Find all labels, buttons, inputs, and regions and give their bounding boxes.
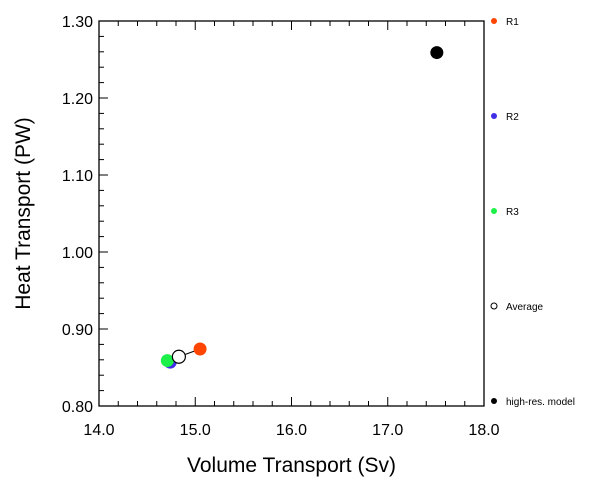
legend: R1 R2 R3 Average high-res. model: [490, 17, 575, 408]
point-r1: [193, 342, 207, 356]
y-tick-label: 0.90: [62, 322, 93, 339]
legend-label: R3: [506, 207, 519, 218]
legend-marker: [491, 208, 497, 214]
x-tick-label: 14.0: [83, 422, 114, 439]
point-average: [171, 349, 186, 364]
y-axis-ticks: 0.80 0.90 1.00 1.10 1.20 1.30: [62, 14, 108, 416]
legend-marker: [490, 302, 498, 310]
y-axis-title: Heat Transport (PW): [12, 117, 35, 310]
x-axis-title: Volume Transport (Sv): [187, 454, 396, 477]
legend-marker: [491, 18, 497, 24]
data-points: [160, 46, 444, 369]
point-high-res-model: [430, 46, 444, 60]
legend-marker: [491, 398, 497, 404]
y-tick-label: 1.10: [62, 168, 93, 185]
legend-label: R2: [506, 112, 519, 123]
legend-label: high-res. model: [506, 397, 575, 408]
x-tick-label: 15.0: [180, 422, 211, 439]
x-axis-ticks: 14.0 15.0 16.0 17.0 18.0: [83, 21, 500, 439]
legend-label: R1: [506, 17, 519, 28]
plot-frame: [98, 20, 485, 407]
x-tick-label: 18.0: [468, 422, 499, 439]
point-r3: [160, 354, 174, 368]
y-tick-label: 1.00: [62, 245, 93, 262]
legend-label: Average: [506, 302, 544, 313]
x-tick-label: 16.0: [276, 422, 307, 439]
legend-marker: [491, 113, 497, 119]
y-tick-label: 1.30: [62, 14, 93, 31]
y-tick-label: 1.20: [62, 91, 93, 108]
y-tick-label: 0.80: [62, 399, 93, 416]
x-tick-label: 17.0: [372, 422, 403, 439]
